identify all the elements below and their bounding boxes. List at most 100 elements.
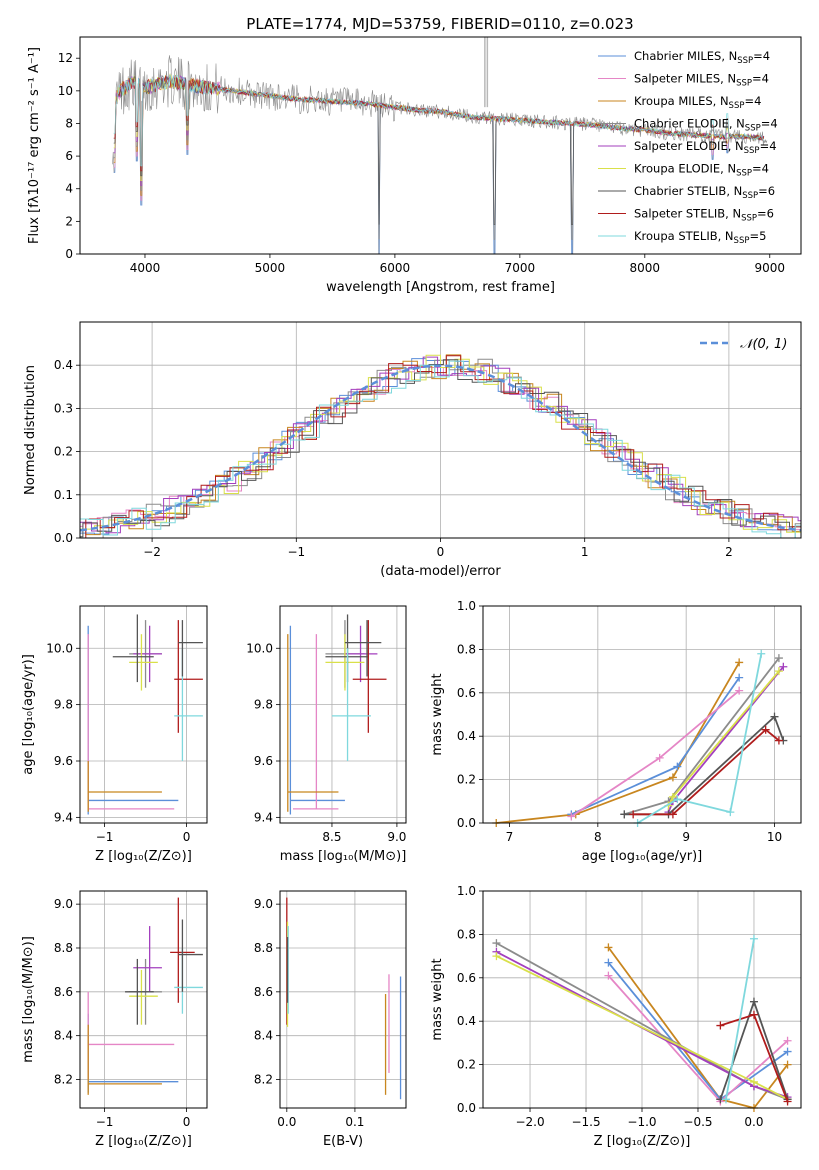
x-tick-label: −2.0 <box>515 1115 544 1129</box>
mass-weight-marker <box>668 773 677 782</box>
mass-weight-marker <box>567 812 576 821</box>
residual-histograms <box>80 354 801 538</box>
x-tick-label: −2 <box>143 545 161 559</box>
mass-weight-marker <box>492 939 501 948</box>
y-tick-label: 0 <box>65 247 73 261</box>
mass-weight-marker <box>749 1010 758 1019</box>
x-tick-label: 0.0 <box>277 1115 296 1129</box>
mass-vs-metallicity-panel: −1 0 8.2 8.4 8.6 8.8 9.0 Z [log₁₀(Z/Z⊙)] mass [l… <box>21 890 208 1149</box>
mass-weight-marker <box>620 810 629 819</box>
residuals-frame <box>79 321 802 539</box>
mass-weight-marker <box>779 662 788 671</box>
legend-label: Salpeter STELIB, NSSP=6 <box>634 207 774 224</box>
mass-weight-marker <box>783 1060 792 1069</box>
residual-histogram <box>80 354 801 536</box>
mass-weight-marker <box>655 753 664 762</box>
mass-weight-vs-metallicity-panel: −2.0 −1.5 −1.0 −0.5 0.0 0.0 0.2 0.4 0.6 0.8 1.0 Z [… <box>430 884 802 1149</box>
y-tick-label: 9.6 <box>54 754 73 768</box>
x-axis-label: age [log₁₀(age/yr)] <box>582 849 703 864</box>
y-tick-label: 8.4 <box>54 1029 73 1043</box>
legend-label: Chabrier ELODIE, NSSP=4 <box>634 117 778 134</box>
x-axis-label: Z [log₁₀(Z/Z⊙)] <box>594 1134 691 1149</box>
mass-weight-marker <box>770 712 779 721</box>
mass-weight-marker <box>673 795 682 804</box>
y-tick-label: 0.6 <box>457 971 476 985</box>
mass-weight-marker <box>783 1036 792 1045</box>
x-axis-label: mass [log₁₀(M/M⊙)] <box>280 849 407 864</box>
mass-weight-line <box>570 689 740 818</box>
y-tick-label: 9.0 <box>254 897 273 911</box>
age-vs-Z-frame <box>79 605 208 824</box>
age-vs-metallicity-panel: −1 0 9.4 9.6 9.8 10.0 Z [log₁₀(Z/Z⊙)] age [log₁… <box>21 605 208 864</box>
residual-histogram <box>80 360 801 538</box>
mass-weight-vs-age-panel: 7 8 9 10 0.0 0.2 0.4 0.6 0.8 1.0 age [log₁₀(age/yr… <box>430 599 802 864</box>
y-tick-label: 8.2 <box>254 1073 273 1087</box>
y-axis-label: mass [log₁₀(M/M⊙)] <box>21 936 36 1063</box>
x-tick-label: 4000 <box>130 261 161 275</box>
mass-weight-marker <box>726 808 735 817</box>
y-tick-label: 0.2 <box>54 445 73 459</box>
y-tick-label: 0.0 <box>54 531 73 545</box>
y-tick-label: 0.1 <box>54 488 73 502</box>
x-tick-label: −1 <box>287 545 305 559</box>
y-tick-label: 8 <box>65 116 73 130</box>
y-tick-label: 4 <box>65 182 73 196</box>
spectrum-panel: 4000 5000 6000 7000 8000 9000 0 2 4 6 8 10 12 wavelen… <box>27 36 802 295</box>
y-tick-label: 8.2 <box>54 1073 73 1087</box>
mass-weight-marker <box>735 658 744 667</box>
x-axis-label: E(B-V) <box>323 1134 363 1149</box>
age-vs-mass-panel: 8.5 9.0 9.4 9.6 9.8 10.0 mass [log₁₀(M/M⊙)] <box>246 605 407 864</box>
mass-weight-marker <box>749 997 758 1006</box>
x-tick-label: −1.5 <box>571 1115 600 1129</box>
mass-weight-vs-age-frame <box>482 605 802 824</box>
residual-histogram <box>80 358 801 538</box>
y-tick-label: 0.4 <box>457 1014 476 1028</box>
errorbar-points <box>287 614 387 815</box>
y-tick-label: 8.6 <box>54 985 73 999</box>
y-tick-label: 8.6 <box>254 985 273 999</box>
mass-weight-marker <box>716 1021 725 1030</box>
mass-weight-marker <box>604 958 613 967</box>
mass-weight-marker <box>492 952 501 961</box>
y-tick-label: 9.8 <box>254 698 273 712</box>
residual-histogram <box>80 356 801 534</box>
x-tick-label: −0.5 <box>683 1115 712 1129</box>
mass-weight-line <box>570 677 740 816</box>
y-tick-label: 9.0 <box>54 897 73 911</box>
x-axis-label: wavelength [Angstrom, rest frame] <box>326 280 555 295</box>
mass-weight-vs-Z-frame <box>482 890 802 1109</box>
y-tick-label: 0.4 <box>457 729 476 743</box>
errorbar-points <box>87 614 203 815</box>
y-tick-label: 9.8 <box>54 698 73 712</box>
mass-weight-marker <box>783 1047 792 1056</box>
x-axis-label: Z [log₁₀(Z/Z⊙)] <box>95 849 192 864</box>
mass-vs-ebv-frame <box>279 890 407 1109</box>
x-tick-label: −1.0 <box>627 1115 656 1129</box>
legend-label: Kroupa STELIB, NSSP=5 <box>634 229 766 246</box>
x-tick-label: 0.0 <box>744 1115 763 1129</box>
x-tick-label: 8.5 <box>322 830 341 844</box>
legend-label: 𝒩(0, 1) <box>740 337 787 352</box>
y-axis-label: Normed distribution <box>23 365 38 495</box>
mass-weight-marker <box>735 673 744 682</box>
x-tick-label: 1 <box>581 545 589 559</box>
mass-weight-line <box>637 653 763 824</box>
mass-weight-line <box>607 946 789 1110</box>
mass-weight-line <box>667 666 784 813</box>
y-tick-label: 10.0 <box>246 641 273 655</box>
y-tick-label: 0.0 <box>457 1101 476 1115</box>
y-tick-label: 1.0 <box>457 599 476 613</box>
mass-weight-marker <box>604 971 613 980</box>
y-tick-label: 8.4 <box>254 1029 273 1043</box>
y-tick-label: 0.8 <box>457 927 476 941</box>
legend-label: Kroupa MILES, NSSP=4 <box>634 94 761 111</box>
x-tick-label: 0 <box>183 1115 191 1129</box>
mass-weight-marker <box>721 1095 730 1104</box>
mass-weight-marker <box>757 649 766 658</box>
normal-distribution-curve <box>80 364 801 532</box>
y-tick-label: 8.8 <box>254 941 273 955</box>
y-tick-label: 9.6 <box>254 754 273 768</box>
mass-weight-marker <box>774 667 783 676</box>
y-tick-label: 8.8 <box>54 941 73 955</box>
x-tick-label: 2 <box>725 545 733 559</box>
